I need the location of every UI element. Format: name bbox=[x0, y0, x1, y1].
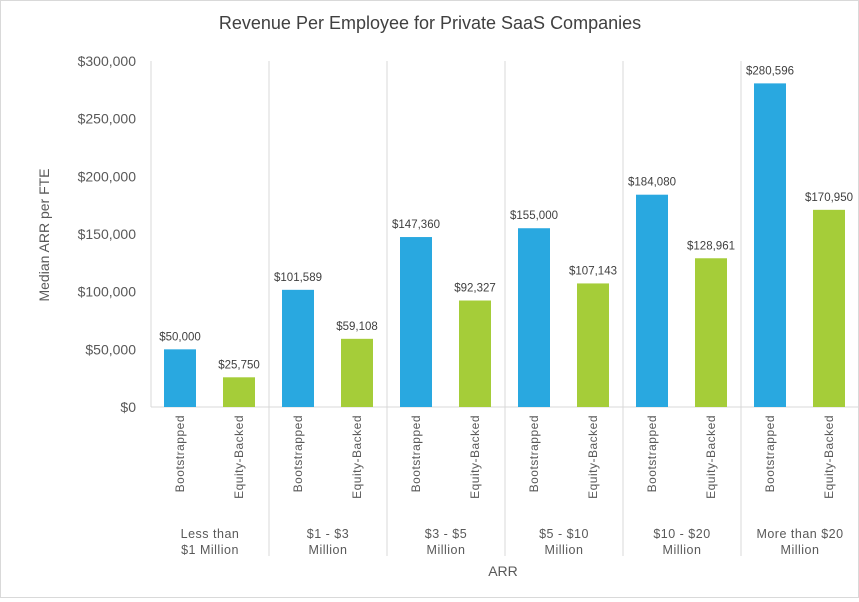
data-label: $280,596 bbox=[746, 65, 794, 77]
group-label-line: $1 - $3 bbox=[307, 527, 349, 541]
data-label: $50,000 bbox=[159, 331, 201, 343]
axis-layer bbox=[150, 61, 859, 556]
category-tick-label: Equity-Backed bbox=[232, 415, 246, 499]
group-label-line: Million bbox=[309, 543, 348, 557]
bar-equity-backed bbox=[695, 258, 727, 407]
data-labels: $50,000 $25,750 $101,589 $59,108 $147,360 $92… bbox=[159, 65, 853, 371]
group-label-line: Million bbox=[663, 543, 702, 557]
category-tick-label: Equity-Backed bbox=[468, 415, 482, 499]
y-tick-label: $100,000 bbox=[78, 284, 137, 300]
bar-bootstrapped bbox=[164, 349, 196, 407]
group-label-line: $1 Million bbox=[181, 543, 239, 557]
bar-equity-backed bbox=[577, 283, 609, 407]
category-tick-label: Bootstrapped bbox=[527, 415, 541, 492]
group-label-line: Less than bbox=[181, 527, 240, 541]
data-label: $128,961 bbox=[687, 240, 735, 252]
bar-equity-backed bbox=[341, 338, 373, 407]
y-tick-label: $200,000 bbox=[78, 168, 137, 184]
category-tick-label: Bootstrapped bbox=[409, 415, 423, 492]
bar-equity-backed bbox=[813, 209, 845, 407]
bar-bootstrapped bbox=[282, 289, 314, 407]
y-axis-label: Median ARR per FTE bbox=[36, 168, 52, 301]
group-label-line: Million bbox=[781, 543, 820, 557]
data-label: $101,589 bbox=[274, 272, 322, 284]
data-label: $25,750 bbox=[218, 359, 260, 371]
y-tick-label: $300,000 bbox=[78, 53, 137, 69]
chart-title: Revenue Per Employee for Private SaaS Co… bbox=[219, 13, 641, 33]
y-tick-label: $50,000 bbox=[85, 341, 136, 357]
group-label-line: $3 - $5 bbox=[425, 527, 467, 541]
bar-equity-backed bbox=[459, 300, 491, 407]
data-label: $59,108 bbox=[336, 321, 378, 333]
data-label: $155,000 bbox=[510, 210, 558, 222]
category-tick-label: Bootstrapped bbox=[645, 415, 659, 492]
bar-bootstrapped bbox=[636, 194, 668, 407]
group-label-line: Million bbox=[545, 543, 584, 557]
category-labels: Bootstrapped Equity-Backed Bootstrapped Equ… bbox=[173, 415, 836, 499]
y-tick-labels: $0 $50,000 $100,000 $150,000 $200,000 $250,00… bbox=[78, 53, 137, 415]
bar-equity-backed bbox=[223, 377, 255, 407]
bar-bootstrapped bbox=[754, 83, 786, 408]
group-label-line: More than $20 bbox=[756, 527, 843, 541]
bar-bootstrapped bbox=[400, 237, 432, 407]
group-labels: Less than $1 Million $1 - $3 Million $3 - $5… bbox=[181, 527, 843, 557]
y-tick-label: $0 bbox=[120, 399, 136, 415]
data-label: $147,360 bbox=[392, 219, 440, 231]
data-label: $92,327 bbox=[454, 283, 496, 295]
bar-bootstrapped bbox=[518, 228, 550, 407]
category-tick-label: Equity-Backed bbox=[350, 415, 364, 499]
y-tick-label: $250,000 bbox=[78, 111, 137, 127]
data-label: $184,080 bbox=[628, 177, 676, 189]
category-tick-label: Equity-Backed bbox=[704, 415, 718, 499]
category-tick-label: Equity-Backed bbox=[586, 415, 600, 499]
bars bbox=[164, 83, 845, 408]
category-tick-label: Bootstrapped bbox=[291, 415, 305, 492]
category-tick-label: Equity-Backed bbox=[822, 415, 836, 499]
data-label: $170,950 bbox=[805, 192, 853, 204]
y-tick-label: $150,000 bbox=[78, 226, 137, 242]
group-label-line: $5 - $10 bbox=[539, 527, 589, 541]
category-tick-label: Bootstrapped bbox=[763, 415, 777, 492]
group-label-line: Million bbox=[427, 543, 466, 557]
category-tick-label: Bootstrapped bbox=[173, 415, 187, 492]
group-label-line: $10 - $20 bbox=[653, 527, 710, 541]
x-axis-label: ARR bbox=[488, 563, 518, 579]
data-label: $107,143 bbox=[569, 265, 617, 277]
